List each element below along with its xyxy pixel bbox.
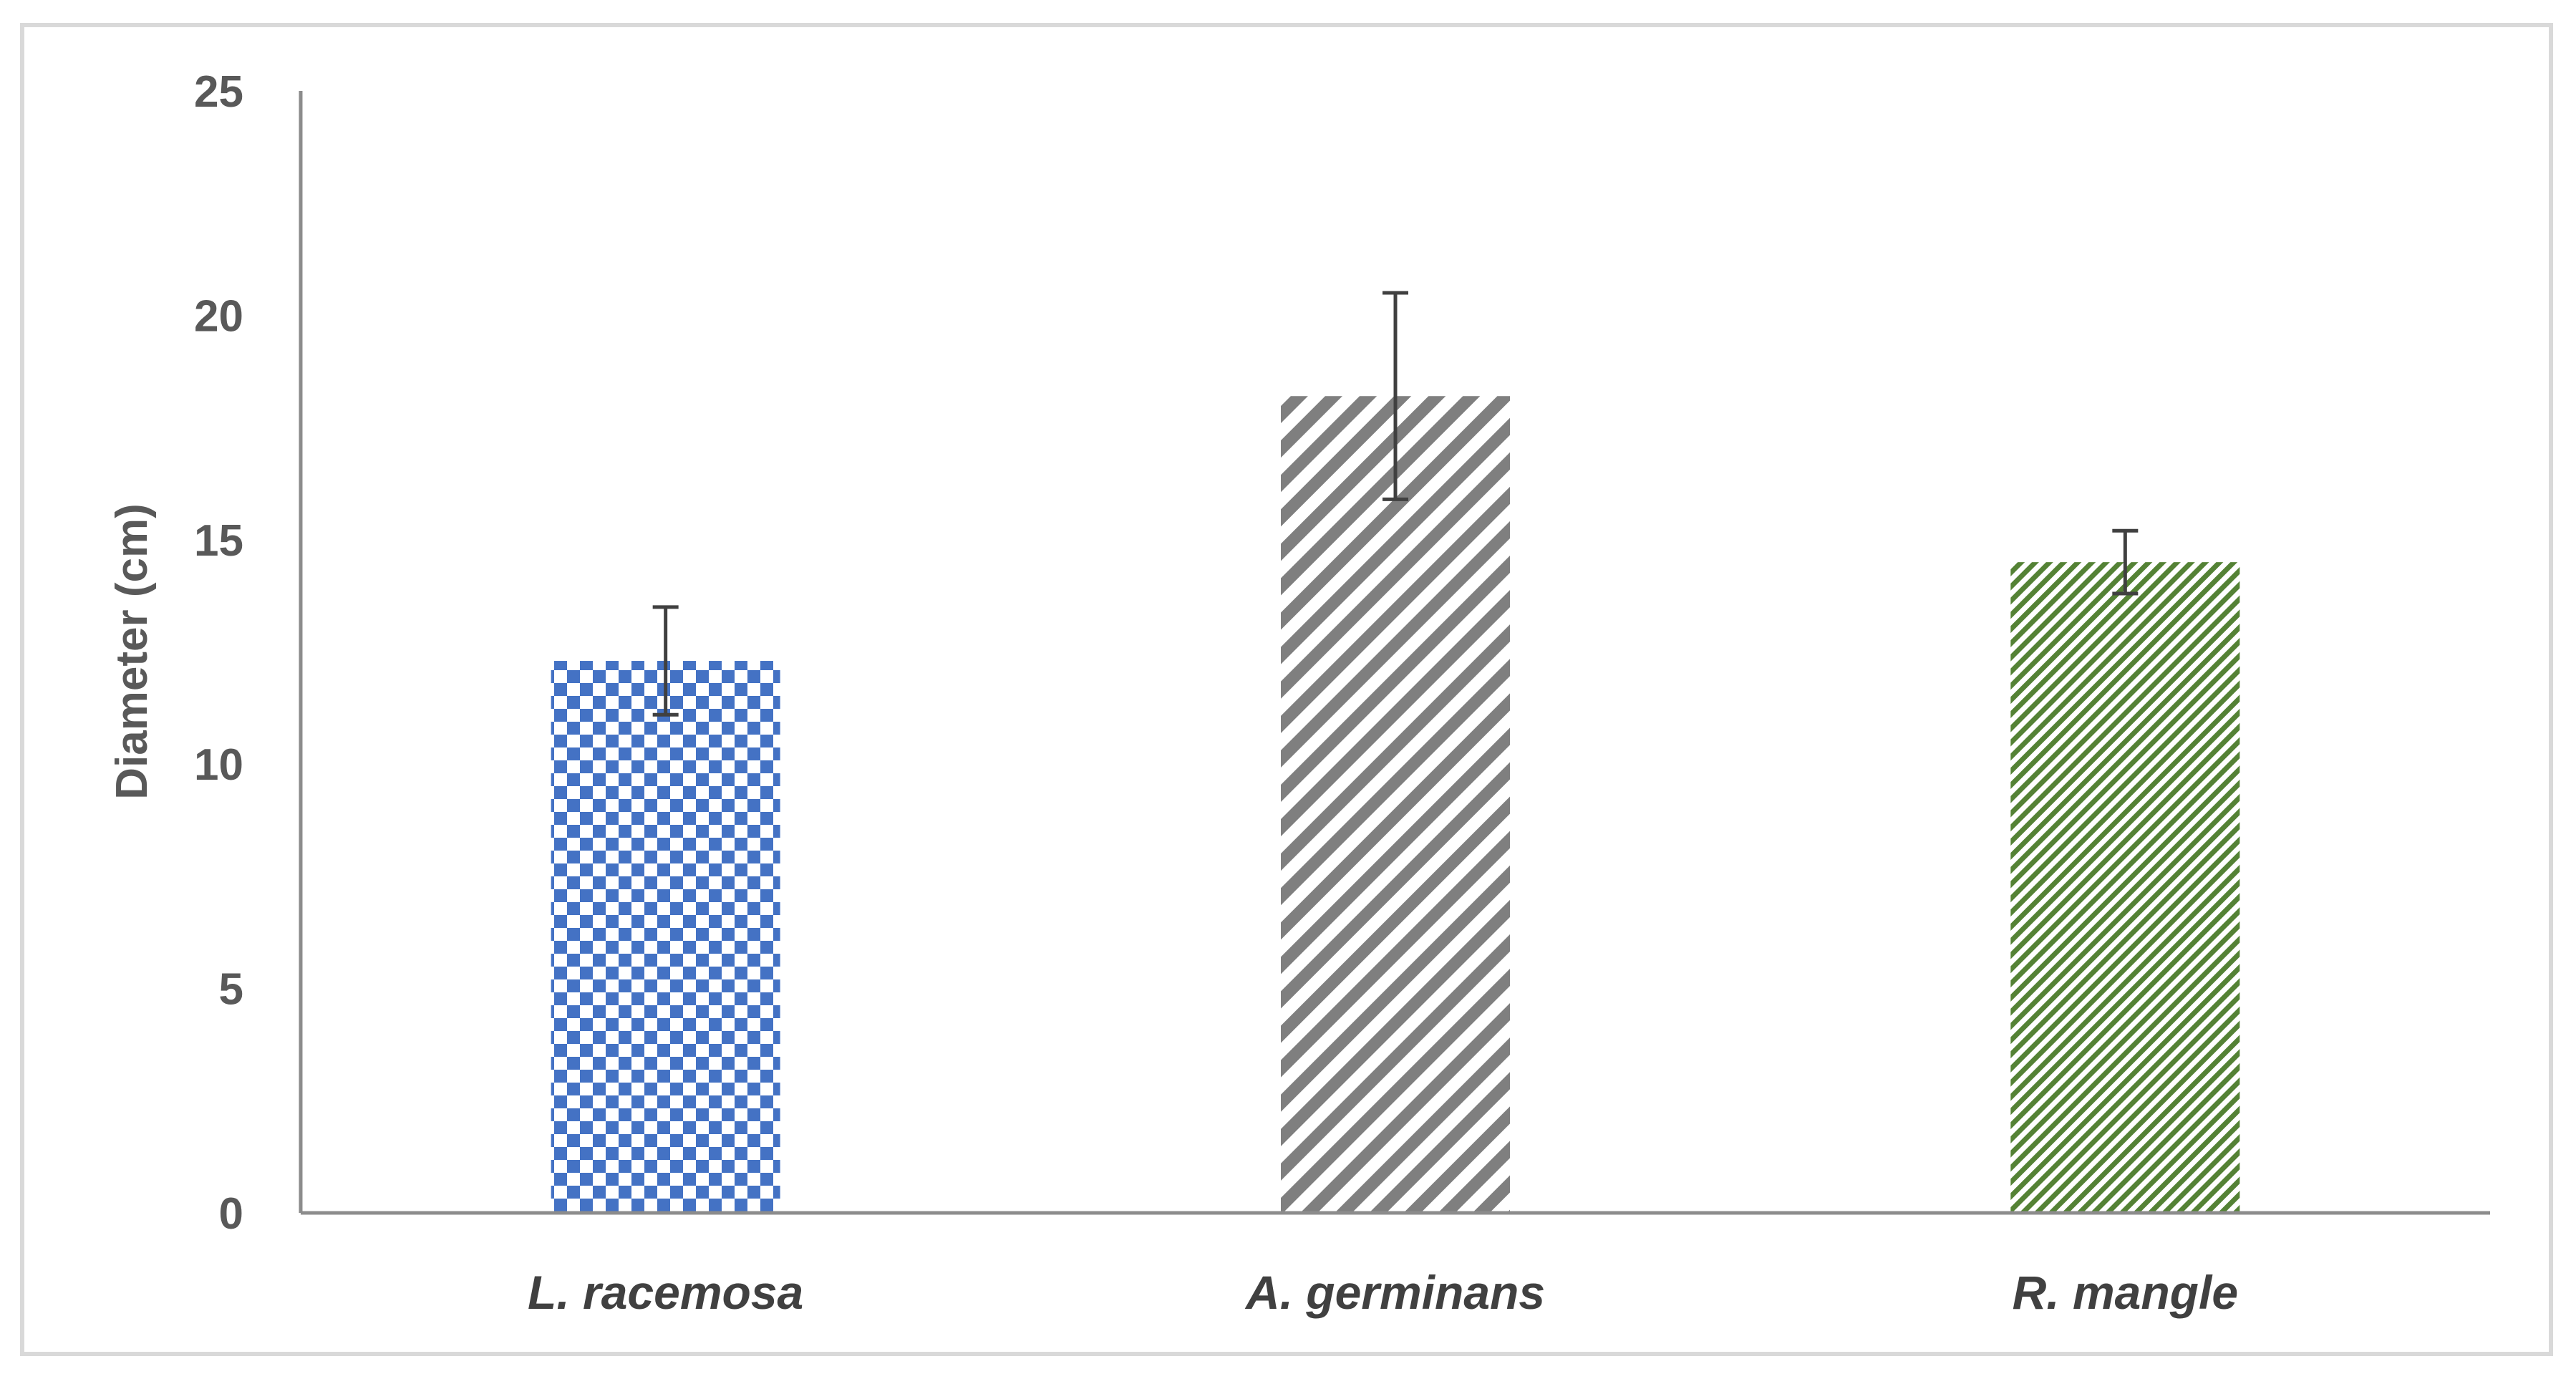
x-axis-labels: L. racemosa A. germinans R. mangle bbox=[528, 1266, 2238, 1319]
x-tick-label: A. germinans bbox=[1244, 1266, 1545, 1319]
x-tick-label: R. mangle bbox=[2013, 1266, 2238, 1319]
error-bar bbox=[652, 605, 679, 717]
y-tick-label: 5 bbox=[219, 965, 243, 1015]
error-bar bbox=[2112, 528, 2139, 596]
bar bbox=[1281, 396, 1510, 1213]
y-tick-label: 25 bbox=[194, 67, 243, 117]
error-bars bbox=[652, 291, 2139, 717]
y-tick-label: 15 bbox=[194, 516, 243, 566]
x-tick-label: L. racemosa bbox=[528, 1266, 803, 1319]
error-bar bbox=[1383, 291, 1408, 501]
y-axis-ticks: 0 5 10 15 20 25 bbox=[194, 67, 243, 1239]
bar bbox=[2010, 562, 2240, 1213]
y-tick-label: 20 bbox=[194, 291, 243, 341]
bars bbox=[551, 396, 2240, 1213]
y-tick-label: 10 bbox=[194, 740, 243, 790]
bar bbox=[551, 661, 780, 1213]
y-tick-label: 0 bbox=[219, 1189, 243, 1239]
y-axis-title: Diameter (cm) bbox=[107, 503, 157, 799]
